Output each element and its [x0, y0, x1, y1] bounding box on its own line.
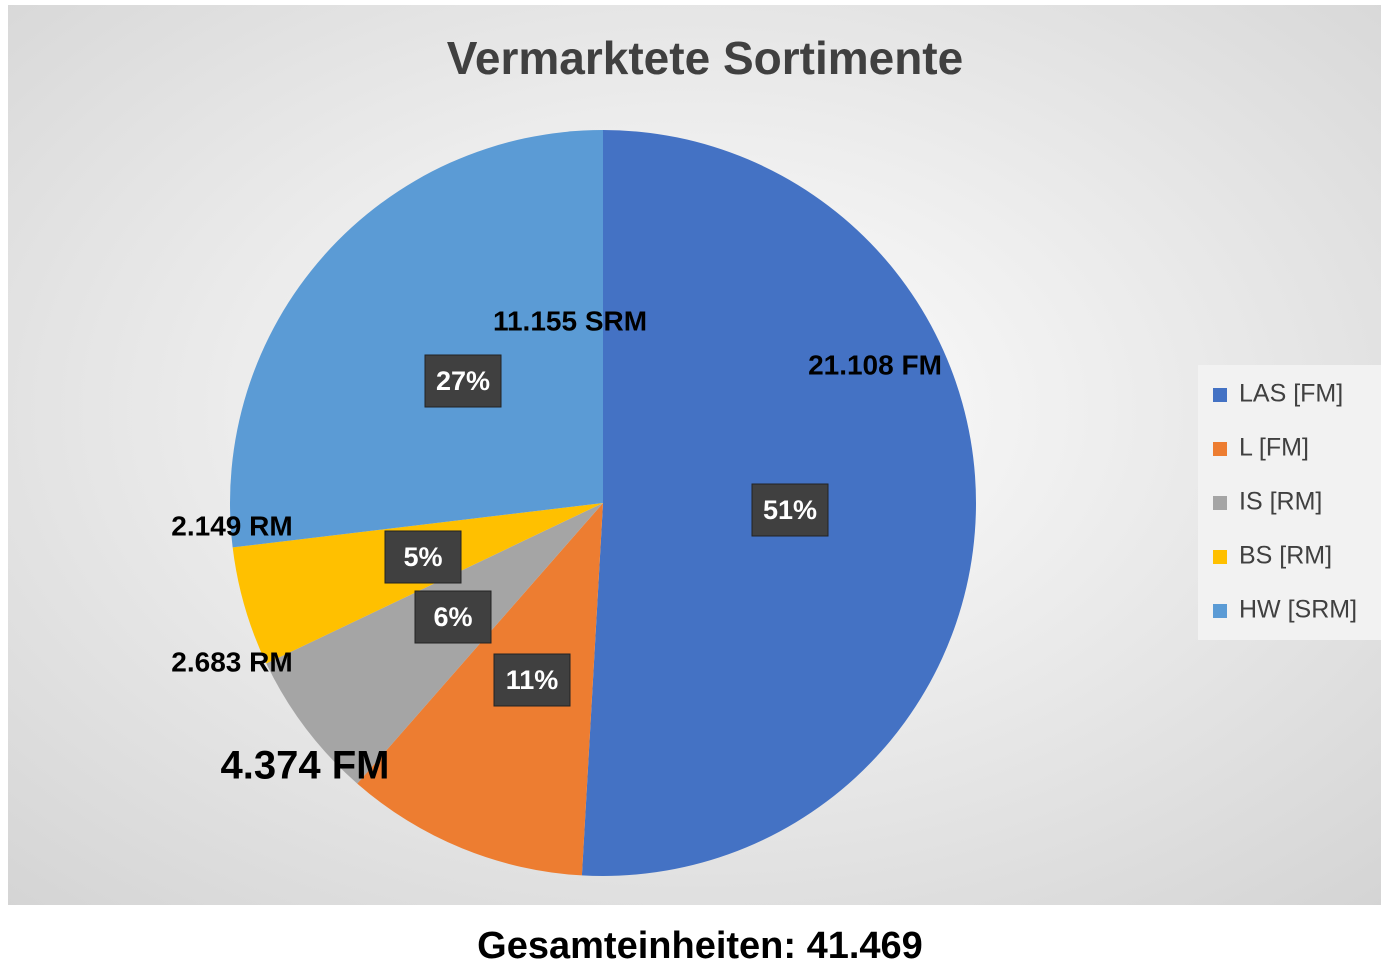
legend-swatch	[1213, 442, 1227, 456]
percent-label: 11%	[506, 665, 559, 695]
legend-label: HW [SRM]	[1239, 596, 1357, 624]
legend-box	[1198, 365, 1381, 640]
pie-slice	[230, 130, 603, 548]
percent-label: 5%	[403, 542, 442, 572]
legend-swatch	[1213, 604, 1227, 618]
legend-label: L [FM]	[1239, 434, 1309, 462]
percent-label-box	[384, 530, 462, 584]
percent-label: 6%	[433, 602, 472, 632]
percent-label-box	[751, 483, 829, 537]
percent-label-box	[414, 590, 492, 644]
value-label: 2.683 RM	[171, 646, 292, 677]
value-label: 21.108 FM	[808, 349, 942, 380]
legend-swatch	[1213, 496, 1227, 510]
footer: Gesamteinheiten: 41.469	[477, 925, 923, 967]
percent-label: 51%	[763, 495, 817, 525]
chart-title: Vermarktete Sortimente	[447, 32, 963, 84]
legend-swatch	[1213, 388, 1227, 402]
legend-swatch	[1213, 550, 1227, 564]
legend-label: BS [RM]	[1239, 542, 1332, 570]
legend-label: LAS [FM]	[1239, 380, 1343, 408]
value-label: 11.155 SRM	[493, 305, 647, 336]
percent-label-box	[424, 354, 502, 408]
percent-label-box	[493, 653, 571, 707]
percent-label: 27%	[436, 366, 490, 396]
value-label: 2.149 RM	[171, 510, 292, 541]
legend-label: IS [RM]	[1239, 488, 1322, 516]
value-label: 4.374 FM	[221, 744, 390, 788]
pie-slice	[357, 503, 603, 876]
